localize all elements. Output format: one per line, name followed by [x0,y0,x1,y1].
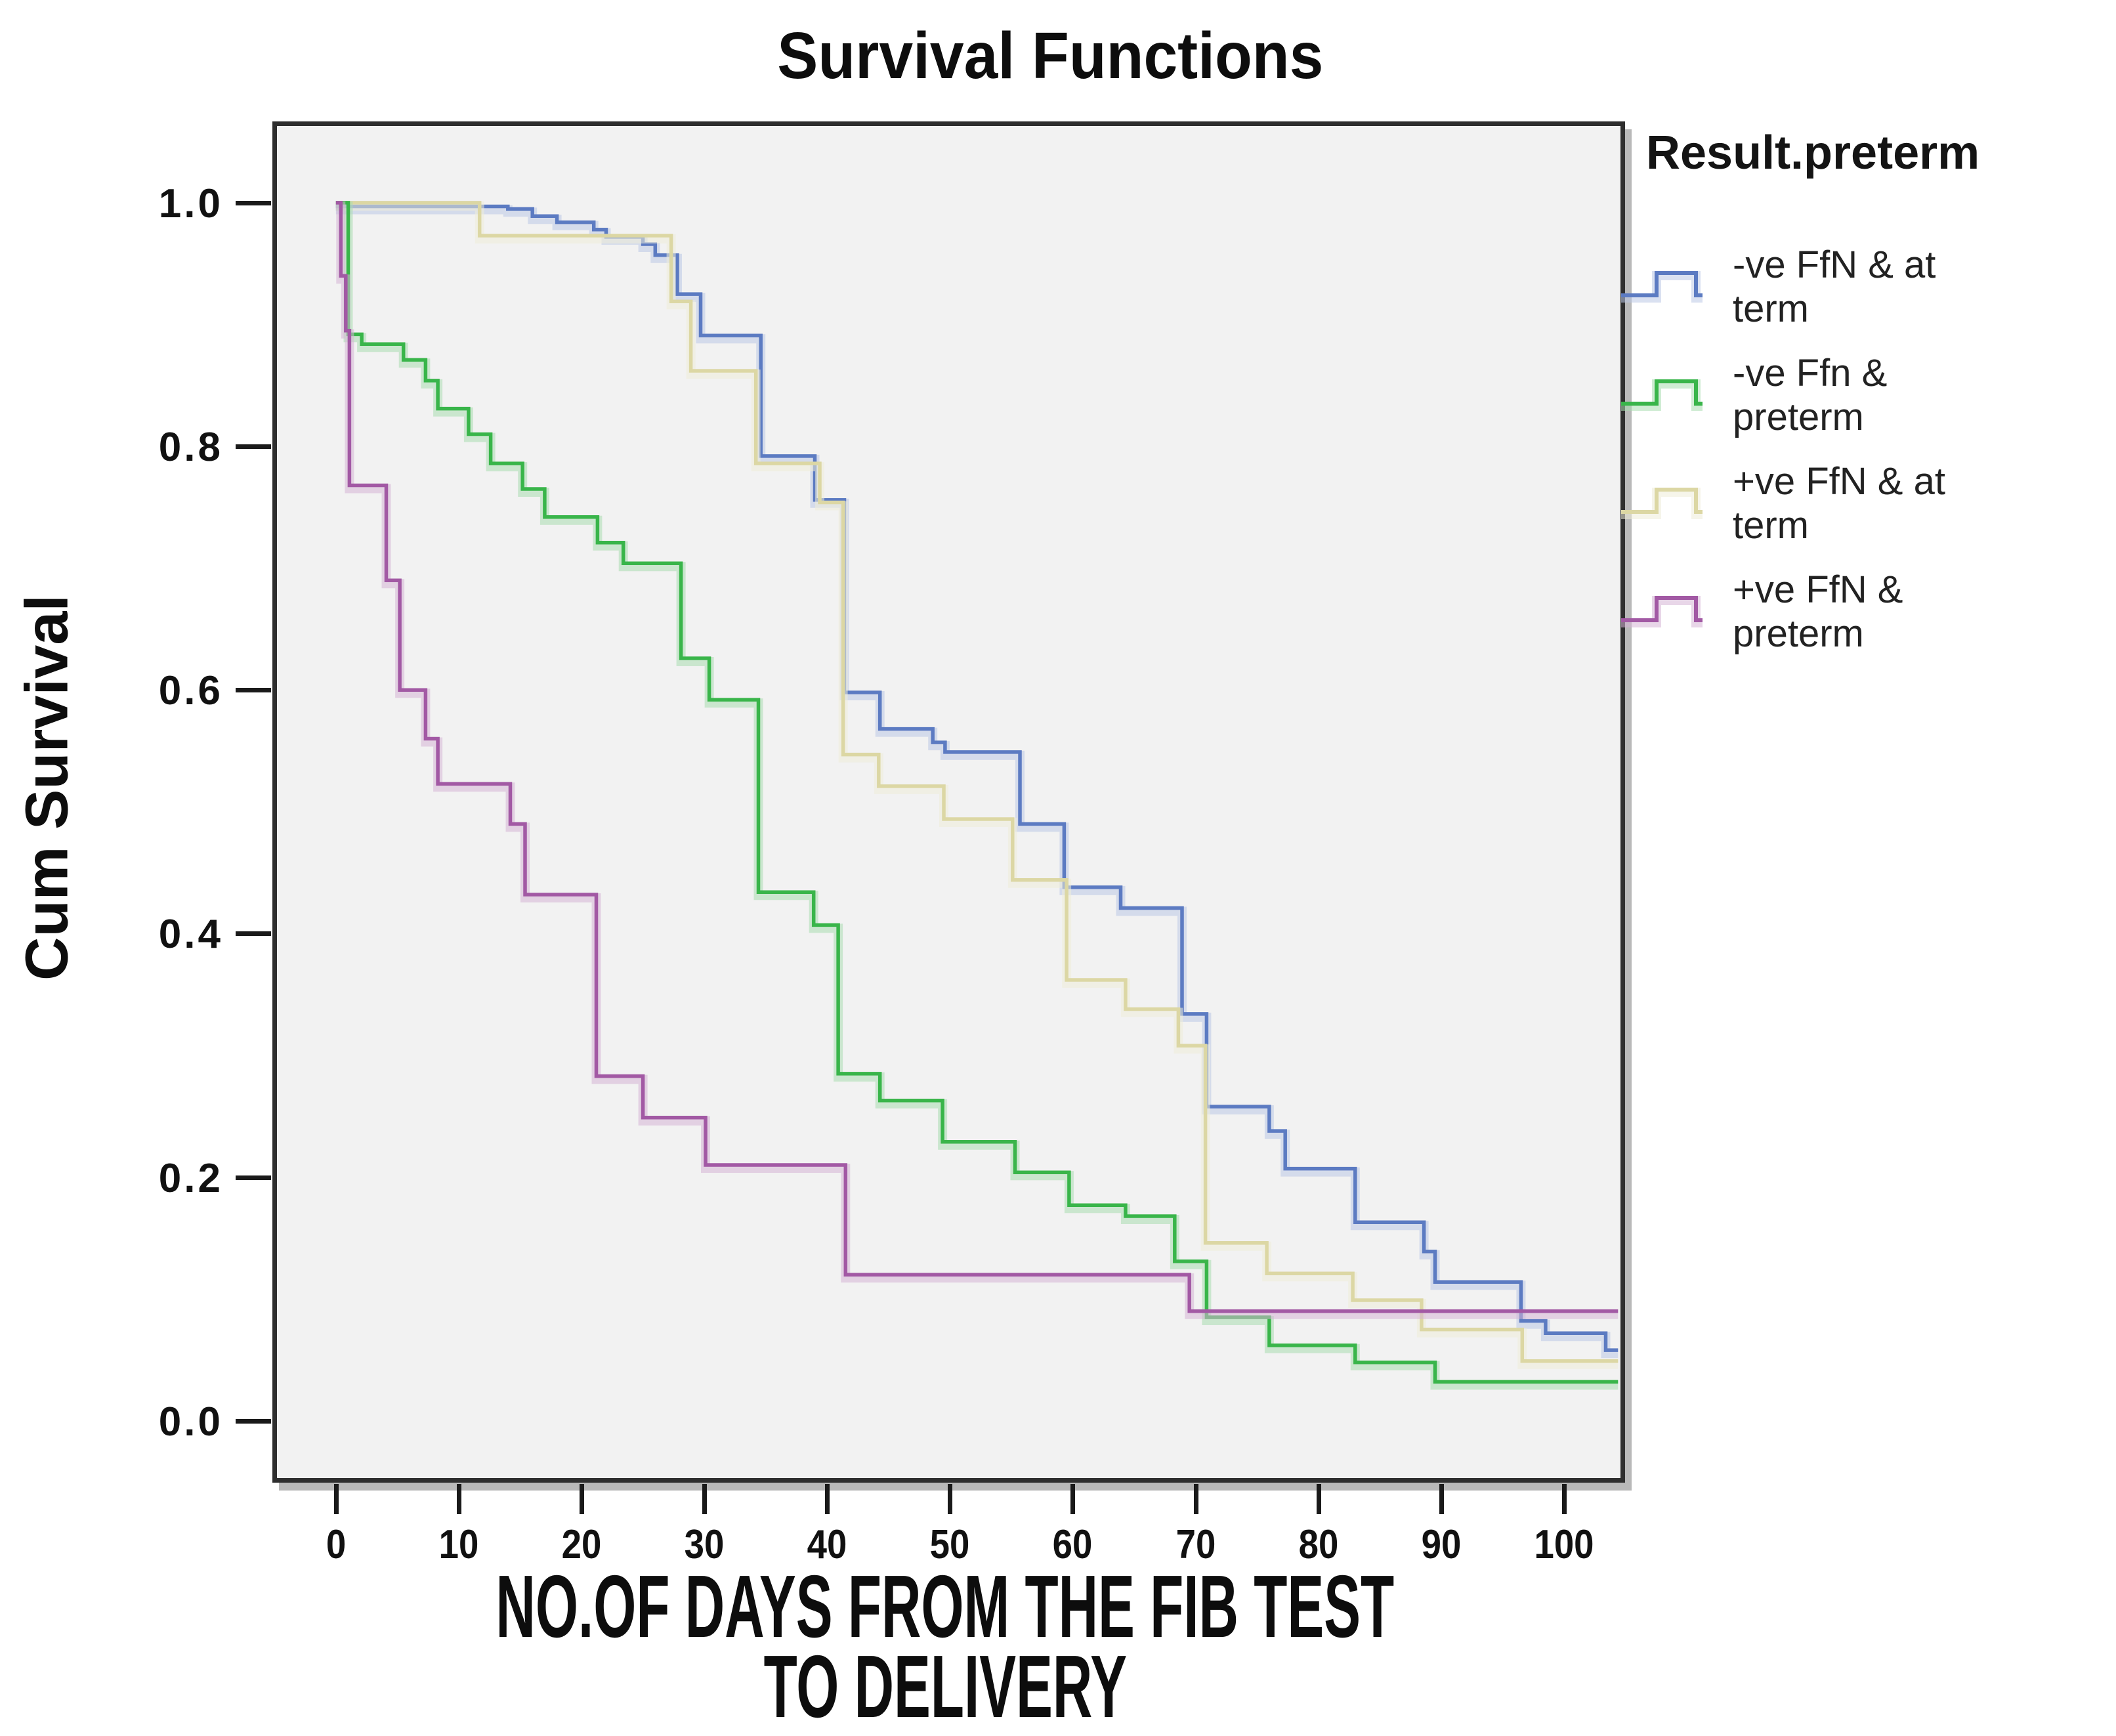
y-axis-tick-label: 0.2 [158,1155,223,1201]
y-axis-tick [236,200,271,205]
series-line--ve FfN & at term [335,204,1619,1352]
step-line-swatch-icon [1621,271,1703,303]
x-axis-tick [825,1484,830,1514]
y-axis-tick [236,688,271,693]
x-axis-label-line2: TO DELIVERY [763,1637,1127,1736]
legend-title: Result.preterm [1646,127,1980,179]
legend-label: -ve FfN & at term [1733,243,1936,330]
series-halo--ve FfN & at term [335,205,1619,1359]
chart-title-text: Survival Functions [776,19,1323,93]
legend-label: +ve FfN & at term [1733,460,1945,547]
y-axis-tick [236,931,271,937]
legend-label: -ve Ffn & preterm [1733,352,1888,438]
x-axis-tick [456,1484,461,1514]
series-halo-+ve FfN & at term [335,201,1619,1369]
y-axis-label: Cum Survival [13,595,81,981]
step-line-swatch-icon [1621,596,1703,627]
y-axis-tick-label: 0.4 [158,912,223,958]
x-axis-tick-label: 20 [561,1522,602,1567]
x-axis-tick-label: 100 [1534,1522,1594,1567]
x-axis-tick-label: 10 [438,1522,479,1567]
legend: Result.preterm -ve FfN & at term -ve Ffn… [1620,126,2105,655]
x-axis-tick [1193,1484,1198,1514]
x-axis-tick [1561,1484,1567,1514]
x-axis-tick [1316,1484,1321,1514]
y-axis-tick-label: 1.0 [158,180,223,226]
x-axis-tick-label: 90 [1421,1522,1462,1567]
y-axis-tick [236,444,271,450]
x-axis-tick [333,1484,339,1514]
x-axis-tick [1070,1484,1076,1514]
x-axis-tick-label: 0 [326,1522,346,1567]
y-axis-tick-label: 0.0 [158,1399,223,1445]
y-axis-tick [236,1175,271,1180]
x-axis-tick-label: 70 [1175,1522,1216,1567]
x-axis-tick [702,1484,708,1514]
y-axis-tick-label: 0.8 [158,425,223,471]
y-axis-tick-label: 0.6 [158,668,223,714]
step-line-swatch-icon [1621,488,1703,519]
y-axis-tick [236,1418,271,1424]
x-axis-tick [948,1484,953,1514]
x-axis-tick-label: 60 [1053,1522,1093,1567]
x-axis-tick-label: 50 [930,1522,970,1567]
series-halo--ve Ffn & preterm [335,201,1619,1390]
x-axis-tick-label: 80 [1298,1522,1339,1567]
x-axis-tick [1439,1484,1444,1514]
x-axis-tick [580,1484,585,1514]
series-line-+ve FfN & at term [335,201,1619,1363]
plot-area [272,121,1625,1483]
x-axis-tick-label: 30 [684,1522,725,1567]
km-plot [335,201,1619,1390]
series-line--ve Ffn & preterm [335,201,1619,1384]
chart-title: Survival Functions [0,18,2100,94]
series-line-+ve FfN & preterm [335,201,1619,1313]
step-line-swatch-icon [1621,379,1703,411]
x-axis-label-line1: NO.OF DAYS FROM THE FIB TEST [496,1557,1395,1656]
legend-label: +ve FfN & preterm [1733,568,1903,655]
x-axis-tick-label: 40 [807,1522,847,1567]
